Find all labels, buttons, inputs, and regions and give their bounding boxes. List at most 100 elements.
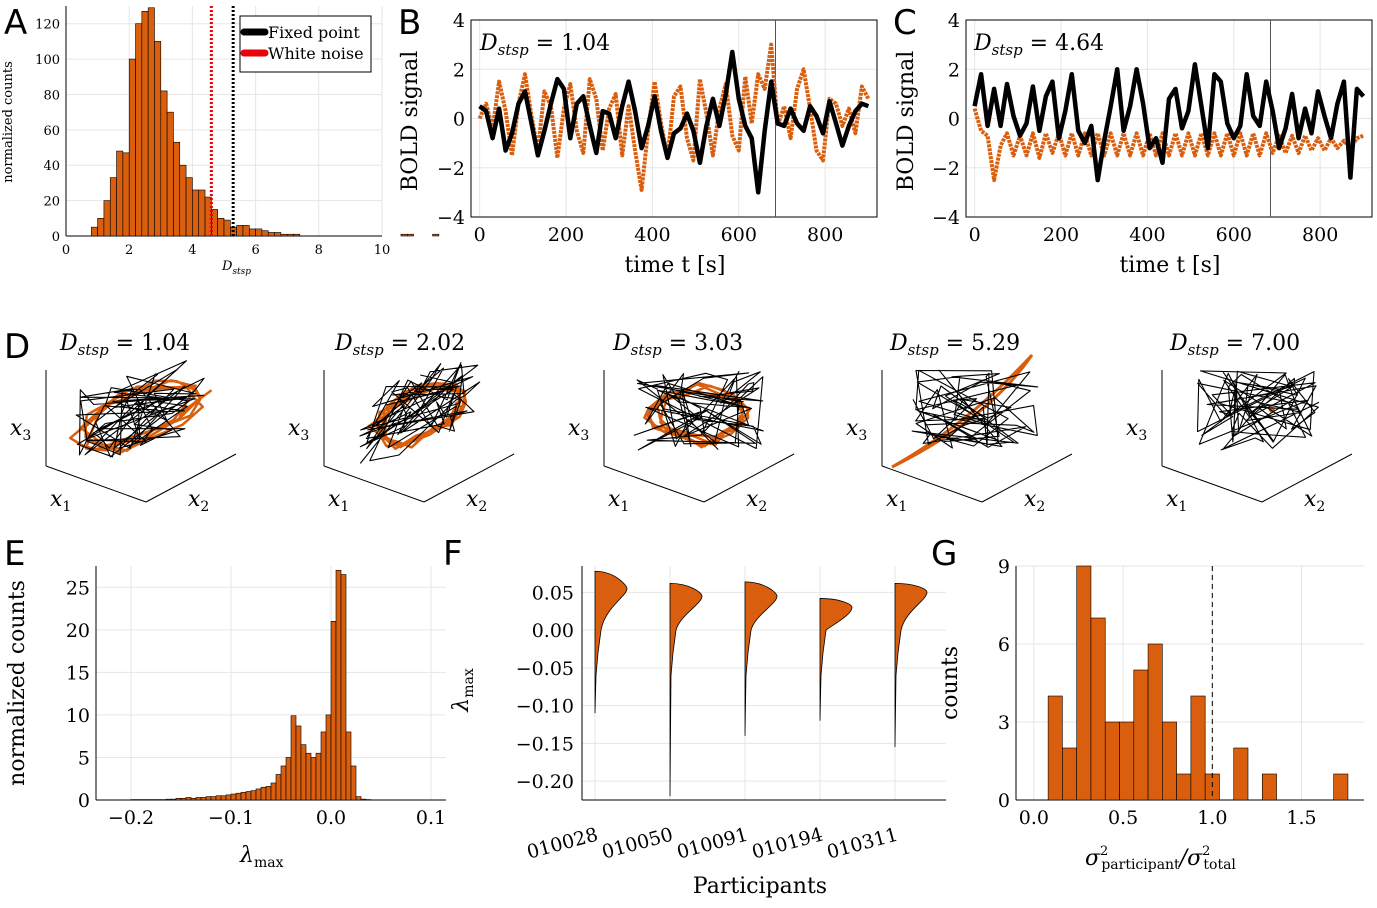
x1-label-subscript: 1 (898, 499, 907, 515)
x-tick-label: 400 (634, 224, 670, 246)
x3-label: x3 (846, 416, 867, 444)
x1-label: x1 (1166, 487, 1187, 515)
y-tick-label: 100 (35, 53, 60, 68)
panel-letter-a: A (4, 3, 27, 43)
histogram-bar (341, 575, 346, 800)
panel-c-xlabel: time t [s] (1119, 253, 1220, 278)
x-tick-label: 6 (251, 243, 259, 258)
histogram-bar (286, 757, 291, 800)
x2-label-subscript: 2 (1036, 499, 1045, 515)
histogram-bar (191, 798, 196, 800)
histogram-bar (123, 153, 129, 236)
histogram-bar (180, 165, 186, 236)
x2-label: x2 (188, 487, 209, 515)
x-tick-label: 400 (1129, 224, 1165, 246)
histogram-bar (186, 178, 192, 236)
panel-c-ylabel: BOLD signal (894, 51, 919, 192)
histogram-bar (321, 732, 326, 800)
violin-010028 (595, 571, 627, 713)
x-tick-label: 1.5 (1286, 807, 1316, 829)
y-tick-label: −4 (932, 207, 960, 229)
histogram-bar (246, 791, 251, 800)
y-tick-label: 4 (948, 10, 960, 32)
histogram-bar (136, 24, 142, 236)
x-tick-label: 0 (969, 224, 981, 246)
histogram-bar (196, 797, 201, 800)
histogram-bar (316, 753, 321, 800)
histogram-bar (1177, 774, 1191, 800)
histogram-bar (291, 716, 296, 800)
data-trajectory (360, 363, 480, 464)
x-tick-label: 0.5 (1108, 807, 1138, 829)
histogram-bar (401, 234, 407, 236)
y-tick-label: 0.05 (532, 582, 574, 604)
x3-label-subscript: 3 (580, 428, 589, 444)
panel-letter-c: C (893, 3, 917, 43)
model-trajectory (892, 355, 1032, 467)
x-tick-label: 10 (374, 243, 391, 258)
histogram-bar (211, 797, 216, 800)
x-tick-label: 0.1 (416, 807, 446, 829)
y-tick-label: 40 (43, 159, 60, 174)
histogram-bar (261, 787, 266, 800)
histogram-bar (148, 8, 154, 236)
y-tick-label: 15 (66, 662, 90, 684)
histogram-bar (91, 227, 97, 236)
panel-e-xlabel: λmax (239, 843, 284, 871)
x-tick-label: 600 (1216, 224, 1252, 246)
panel-e-ylabel: normalized counts (5, 580, 30, 786)
panel-d-annotations: Dstsp = 1.04 Dstsp = 2.02 Dstsp = 3.03 D… (59, 331, 1300, 359)
x-tick-label: 0 (62, 243, 70, 258)
histogram-bar (1234, 748, 1248, 800)
panel-a-xlabel: Dstsp (221, 259, 251, 277)
histogram-bar (218, 218, 224, 236)
x2-label: x2 (466, 487, 487, 515)
x-tick-label: 200 (1043, 224, 1079, 246)
histogram-bar (104, 201, 110, 236)
histogram-bar (1091, 618, 1105, 800)
histogram-bar (296, 726, 301, 800)
histogram-bar (256, 229, 262, 236)
histogram-bar (167, 112, 173, 236)
x1-label: x1 (328, 487, 349, 515)
y-tick-label: 0 (998, 790, 1010, 812)
panel-letter-g: G (931, 534, 957, 574)
panel-b-annotation: Dstsp = 1.04 (479, 31, 610, 59)
x-tick-label: 010028 (525, 824, 601, 864)
histogram-bar (433, 234, 439, 236)
y-tick-label: 0 (78, 790, 90, 812)
panel-d-annotation-1: Dstsp = 1.04 (59, 331, 190, 359)
histogram-bar (275, 232, 281, 236)
panel-letter-b: B (398, 3, 421, 43)
attractor-subplot-2: x1 x2 x3 (288, 363, 514, 515)
histogram-bar (351, 766, 356, 800)
x-tick-label: 010311 (825, 824, 901, 864)
x-tick-label: 8 (315, 243, 323, 258)
x1-label: x1 (886, 487, 907, 515)
legend-label-white-noise: White noise (268, 44, 364, 63)
data-series-line (480, 52, 869, 192)
x3-label: x3 (288, 416, 309, 444)
histogram-bar (311, 757, 316, 800)
y-tick-label: −0.10 (516, 696, 574, 718)
x-tick-label: 4 (188, 243, 196, 258)
x-tick-label: 0.0 (1019, 807, 1049, 829)
histogram-bar (241, 792, 246, 800)
panel-f-ylabel: λmax (449, 668, 477, 713)
histogram-bar (176, 798, 181, 800)
histogram-bar (171, 799, 176, 800)
y-tick-label: 2 (948, 59, 960, 81)
histogram-bar (243, 225, 249, 236)
histogram-bar (142, 11, 148, 236)
histogram-bar (1048, 696, 1062, 800)
histogram-bar (251, 791, 256, 800)
histogram-bar (166, 799, 171, 800)
histogram-bar (306, 753, 311, 800)
